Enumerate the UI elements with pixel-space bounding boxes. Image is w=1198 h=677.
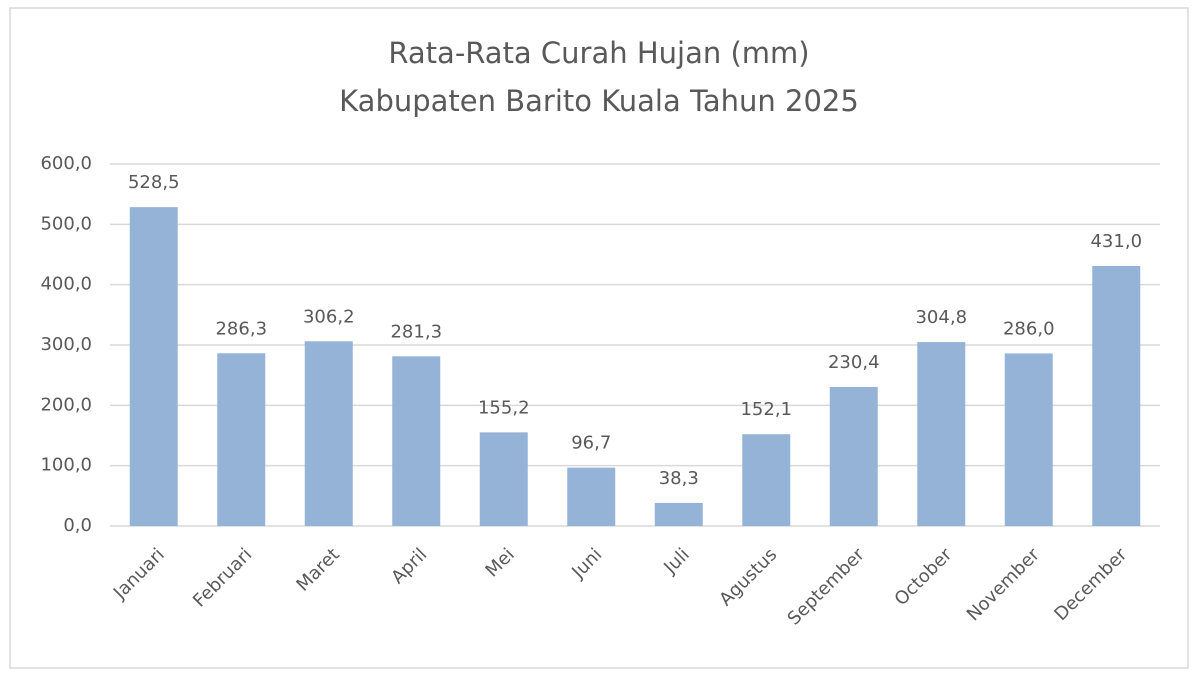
y-tick-label: 200,0 bbox=[40, 394, 92, 415]
chart-title: Kabupaten Barito Kuala Tahun 2025 bbox=[339, 84, 859, 118]
y-tick-label: 300,0 bbox=[40, 334, 92, 355]
bar bbox=[917, 342, 966, 526]
bar bbox=[1004, 353, 1053, 526]
value-label: 304,8 bbox=[915, 307, 967, 328]
bar bbox=[567, 467, 616, 526]
y-tick-label: 600,0 bbox=[40, 153, 92, 174]
value-label: 281,3 bbox=[390, 321, 442, 342]
bar bbox=[392, 356, 441, 526]
bar bbox=[129, 207, 178, 526]
value-label: 38,3 bbox=[659, 468, 699, 489]
bar bbox=[1092, 265, 1141, 526]
y-tick-label: 100,0 bbox=[40, 455, 92, 476]
bar bbox=[217, 353, 266, 526]
value-label: 230,4 bbox=[828, 352, 880, 373]
value-label: 306,2 bbox=[303, 306, 355, 327]
y-tick-label: 500,0 bbox=[40, 213, 92, 234]
value-label: 286,0 bbox=[1003, 318, 1055, 339]
y-tick-label: 400,0 bbox=[40, 274, 92, 295]
value-label: 96,7 bbox=[571, 433, 611, 454]
y-tick-label: 0,0 bbox=[63, 515, 92, 536]
value-label: 152,1 bbox=[740, 399, 792, 420]
bar bbox=[654, 502, 703, 526]
bar bbox=[829, 386, 878, 526]
value-label: 286,3 bbox=[215, 318, 267, 339]
chart-title: Rata-Rata Curah Hujan (mm) bbox=[388, 36, 809, 70]
bar bbox=[742, 434, 791, 526]
value-label: 528,5 bbox=[128, 172, 180, 193]
bar bbox=[304, 341, 353, 526]
value-label: 155,2 bbox=[478, 397, 530, 418]
bar bbox=[479, 432, 528, 526]
chart-border bbox=[9, 7, 1189, 669]
value-label: 431,0 bbox=[1090, 231, 1142, 252]
